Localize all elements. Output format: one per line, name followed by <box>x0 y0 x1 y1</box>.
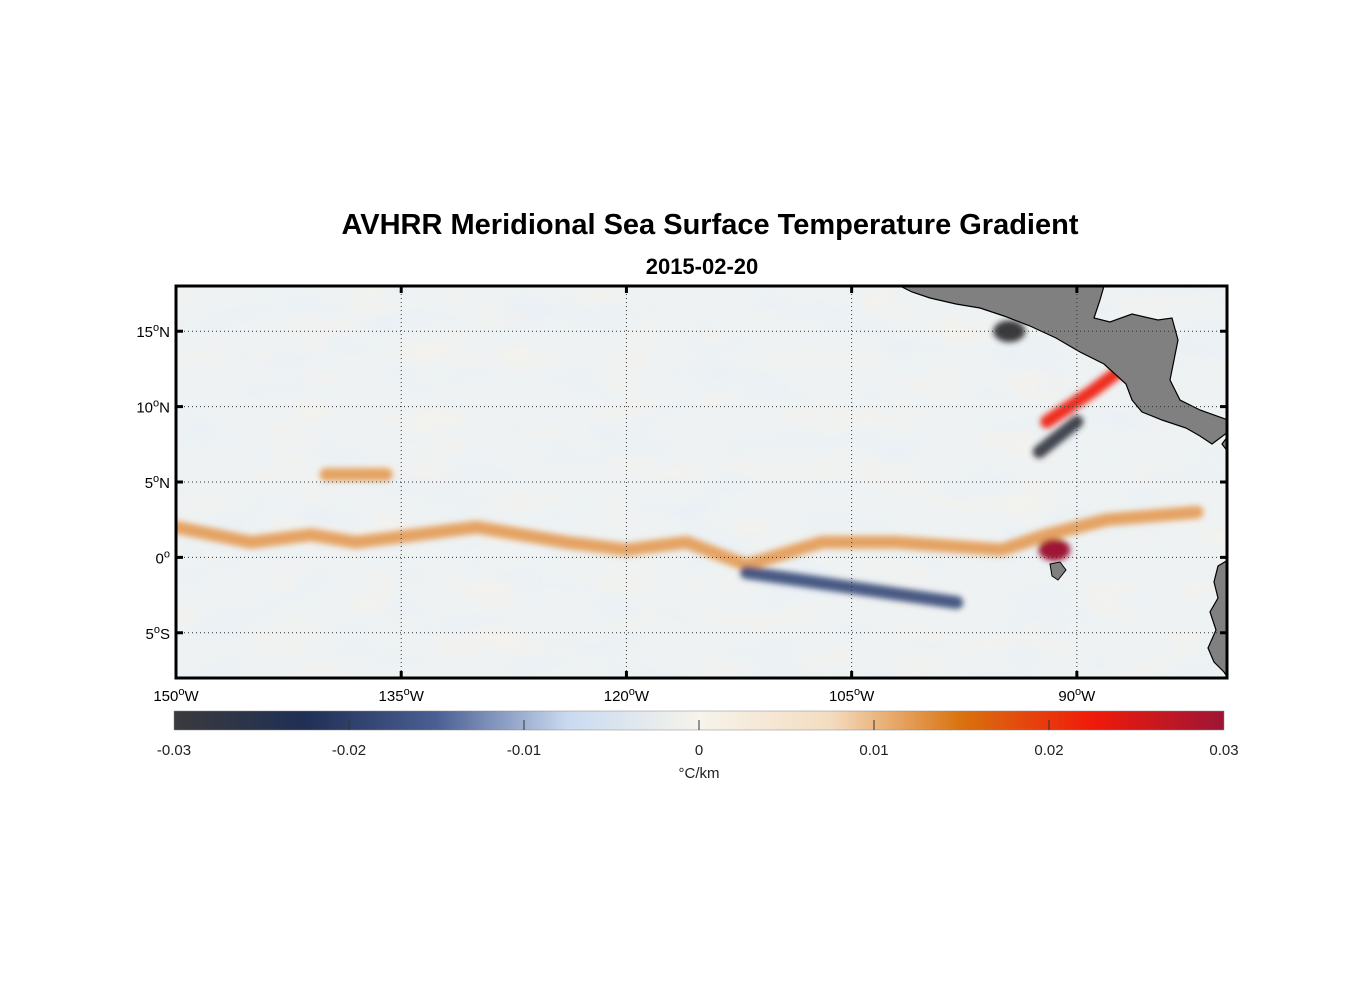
lat-tick-label: 15oN <box>136 322 170 341</box>
lat-tick-label: 10oN <box>136 398 170 417</box>
colorbar: -0.03 -0.02 -0.01 0 0.01 0.02 0.03 °C/km <box>157 710 1239 782</box>
land-south-america <box>1207 559 1227 678</box>
colorbar-tick-label: -0.01 <box>507 742 541 759</box>
lon-tick-label: 120oW <box>604 686 650 705</box>
lat-tick-label: 0o <box>156 548 170 567</box>
feature-positive-band <box>176 505 1204 572</box>
colorbar-tick-label: 0 <box>695 742 703 759</box>
lat-tick-label: 5oN <box>145 473 170 492</box>
chart-subtitle: 2015-02-20 <box>646 254 759 279</box>
land-galapagos <box>1049 561 1067 581</box>
colorbar-unit: °C/km <box>679 765 720 782</box>
land-central-america <box>899 286 1227 445</box>
lon-tick-label: 105oW <box>829 686 875 705</box>
chart-title: AVHRR Meridional Sea Surface Temperature… <box>341 209 1078 241</box>
lon-tick-label: 90oW <box>1058 686 1096 705</box>
colorbar-tick-label: 0.02 <box>1034 742 1063 759</box>
feature-negative-patch <box>1032 415 1084 459</box>
feature-negative-patch <box>993 320 1026 343</box>
map-plot <box>176 286 1227 678</box>
graticule <box>176 286 1227 678</box>
colorbar-ticks: -0.03 -0.02 -0.01 0 0.01 0.02 0.03 <box>157 720 1239 759</box>
axis-ticks: 150oW 135oW 120oW 105oW 90oW 15oN 10oN 5oN 0o 5oS <box>136 286 1227 705</box>
lat-tick-label: 5oS <box>146 624 170 643</box>
colorbar-tick-label: 0.03 <box>1209 742 1238 759</box>
colorbar-tick-label: 0.01 <box>859 742 888 759</box>
feature-negative-band <box>740 566 964 610</box>
land-mask <box>899 286 1227 678</box>
positive-noise-texture <box>176 286 1227 678</box>
lon-tick-label: 135oW <box>379 686 425 705</box>
feature-positive-band <box>1040 362 1129 429</box>
gradient-features <box>176 320 1204 610</box>
colorbar-tick-label: -0.02 <box>332 742 366 759</box>
feature-positive-patch <box>1038 538 1071 561</box>
colorbar-tick-label: -0.03 <box>157 742 191 759</box>
lon-tick-label: 150oW <box>153 686 199 705</box>
